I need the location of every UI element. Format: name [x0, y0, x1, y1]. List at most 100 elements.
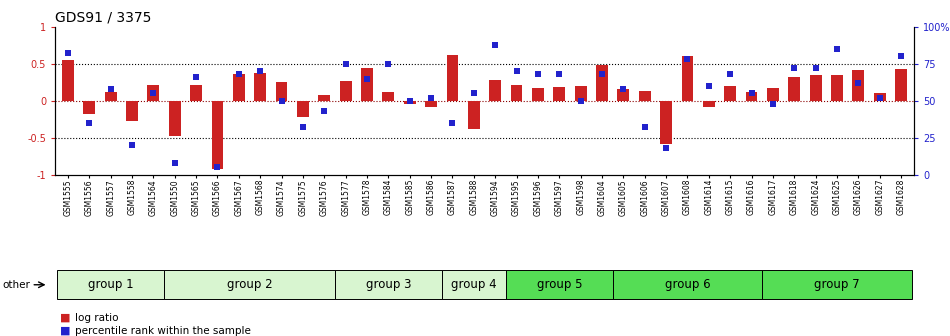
Bar: [681, 56, 694, 101]
Point: [231, 72, 246, 77]
Point: [552, 72, 567, 77]
Point: [894, 54, 909, 59]
Point: [530, 72, 545, 77]
Bar: [335, 270, 442, 299]
Bar: [554, 87, 565, 101]
Text: percentile rank within the sample: percentile rank within the sample: [75, 326, 251, 336]
Point: [188, 75, 203, 80]
Point: [680, 57, 695, 62]
Bar: [446, 55, 458, 101]
Bar: [404, 101, 415, 104]
Bar: [618, 89, 629, 101]
Text: group 1: group 1: [87, 278, 133, 291]
Bar: [147, 85, 160, 101]
Point: [210, 165, 225, 170]
Point: [723, 72, 738, 77]
Bar: [511, 85, 522, 101]
Bar: [874, 93, 885, 101]
Bar: [169, 101, 180, 136]
Bar: [104, 92, 117, 101]
Point: [445, 120, 460, 126]
Text: group 2: group 2: [227, 278, 273, 291]
Bar: [724, 86, 736, 101]
Point: [595, 72, 610, 77]
Point: [744, 91, 759, 96]
Point: [60, 51, 75, 56]
Bar: [318, 95, 331, 101]
Bar: [361, 68, 373, 101]
Text: group 4: group 4: [451, 278, 497, 291]
Bar: [164, 270, 335, 299]
Text: ■: ■: [60, 312, 70, 323]
Bar: [383, 92, 394, 101]
Bar: [638, 91, 651, 101]
Point: [808, 66, 824, 71]
Bar: [84, 101, 95, 114]
Point: [424, 95, 439, 100]
Point: [787, 66, 802, 71]
Point: [167, 160, 182, 166]
Point: [145, 91, 161, 96]
Bar: [212, 101, 223, 169]
Text: other: other: [2, 280, 29, 290]
Text: GDS91 / 3375: GDS91 / 3375: [55, 10, 151, 24]
Text: group 7: group 7: [814, 278, 860, 291]
Point: [359, 76, 374, 81]
Bar: [762, 270, 912, 299]
Point: [829, 46, 845, 52]
Bar: [297, 101, 309, 117]
Point: [872, 95, 887, 100]
Bar: [505, 270, 613, 299]
Bar: [233, 74, 245, 101]
Bar: [442, 270, 505, 299]
Bar: [340, 81, 352, 101]
Point: [658, 145, 674, 151]
Bar: [62, 60, 74, 101]
Bar: [746, 92, 757, 101]
Point: [316, 109, 332, 114]
Point: [274, 98, 289, 103]
Point: [124, 142, 140, 148]
Bar: [831, 75, 843, 101]
Point: [637, 125, 653, 130]
Point: [402, 98, 417, 103]
Text: log ratio: log ratio: [75, 312, 119, 323]
Text: group 5: group 5: [537, 278, 582, 291]
Bar: [426, 101, 437, 107]
Bar: [767, 88, 779, 101]
Point: [766, 101, 781, 107]
Bar: [809, 75, 822, 101]
Bar: [660, 101, 672, 144]
Bar: [126, 101, 138, 121]
Point: [573, 98, 588, 103]
Bar: [190, 85, 202, 101]
Bar: [596, 65, 608, 101]
Point: [466, 91, 482, 96]
Point: [253, 69, 268, 74]
Bar: [489, 80, 501, 101]
Point: [103, 86, 118, 92]
Bar: [895, 69, 907, 101]
Point: [701, 83, 716, 89]
Bar: [255, 73, 266, 101]
Text: group 3: group 3: [366, 278, 411, 291]
Bar: [788, 77, 800, 101]
Point: [487, 42, 503, 47]
Text: group 6: group 6: [665, 278, 711, 291]
Point: [82, 120, 97, 126]
Bar: [276, 82, 288, 101]
Bar: [57, 270, 164, 299]
Text: ■: ■: [60, 326, 70, 336]
Point: [295, 125, 311, 130]
Bar: [703, 101, 714, 107]
Bar: [575, 86, 586, 101]
Bar: [852, 70, 864, 101]
Bar: [613, 270, 762, 299]
Point: [338, 61, 353, 67]
Point: [616, 86, 631, 92]
Bar: [532, 88, 543, 101]
Point: [381, 61, 396, 67]
Bar: [468, 101, 480, 129]
Point: [851, 80, 866, 86]
Point: [509, 69, 524, 74]
